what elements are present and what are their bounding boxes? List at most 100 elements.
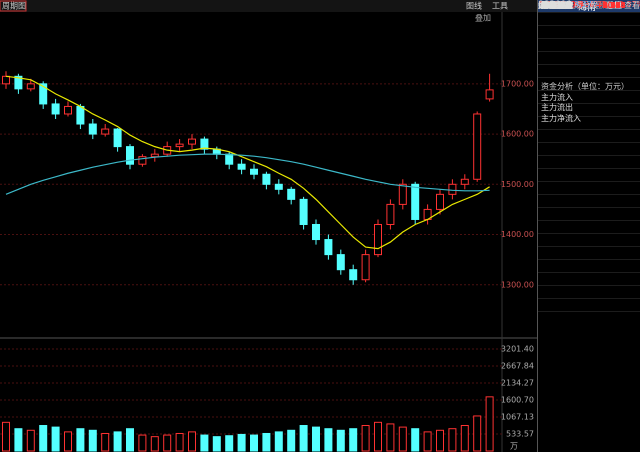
stock-change: +10.04 [596, 1, 626, 10]
stock-change: +1.65 [596, 1, 621, 10]
stock-change: +10.00 [596, 1, 626, 10]
row[interactable]: 海南橡胶 +2.50 [538, 1, 640, 221]
volume-bar [398, 426, 407, 452]
volume-bar [436, 429, 444, 452]
row[interactable]: 海南海药 +10.00 [538, 1, 640, 65]
stock-change: +2.25 [596, 1, 621, 10]
stat-value: 1720.06 [574, 0, 608, 9]
y-tick-label: 2134.27 [501, 379, 534, 388]
stat-label: 最低 [538, 1, 554, 10]
stat-label: 振幅 [538, 1, 554, 10]
volume-bar [150, 436, 159, 452]
code: 882011 [538, 0, 573, 10]
volume-bar [113, 431, 122, 452]
row[interactable]: 凯撒旅业 +3.72 [538, 1, 640, 182]
stock-name: 华闻集团 [541, 1, 573, 10]
stock-name: 国新健康 [541, 1, 573, 10]
pct: +2.87% [612, 0, 640, 9]
row[interactable]: *ST罗顿 +2.16 [538, 1, 640, 260]
row[interactable]: 华闻集团 +10.18 [538, 0, 640, 13]
row[interactable]: 海南高速 +6.22 [538, 1, 640, 91]
candle-body [126, 146, 134, 165]
overlay-item[interactable]: 叠加 [475, 13, 491, 23]
candle-body [448, 183, 457, 195]
ma-line [5, 75, 490, 250]
fund-row: 主力流入 [541, 93, 573, 102]
stock-name: 钧达股份 [541, 1, 573, 10]
stat-label2: 总量 [606, 1, 622, 10]
volume-bar [138, 434, 147, 452]
candle-body [287, 188, 296, 200]
y-tick-label: 1600.70 [501, 396, 534, 405]
stock-name: 大东海A [541, 1, 571, 10]
row[interactable]: 洲际油气 +2.42 [538, 1, 640, 234]
tool-item[interactable]: 图线 [466, 1, 482, 11]
unit-label: 万 [510, 442, 518, 451]
stock-change: +3.72 [596, 1, 621, 10]
y-tick-label: 2667.84 [501, 362, 534, 371]
stock-change: +1.85 [596, 1, 621, 10]
volume-bar [423, 431, 432, 452]
stat-label: 大单净额 [538, 1, 570, 10]
chart-area: 周期图 图线 工具 叠加 1300.00 1400.00 1500.00 1600.0… [0, 0, 537, 452]
candle-body [51, 103, 60, 115]
tool-item[interactable]: 工具 [492, 2, 508, 11]
candle-body [237, 163, 246, 170]
stock-change: +0.77 [596, 1, 621, 10]
volume-bar [51, 426, 60, 452]
row[interactable]: 神农科技 +0.77 [538, 1, 640, 299]
stock-name: *ST海创 [541, 1, 571, 10]
candle-body [411, 183, 420, 220]
candle-body [349, 269, 358, 281]
stock-name: 京粮控股 [541, 1, 573, 10]
stock-name: 览海医疗 [541, 1, 573, 10]
candle-body [138, 156, 147, 165]
stat-label2: 现量 [606, 1, 622, 10]
volume-bar [39, 425, 48, 452]
row[interactable]: 双成药业 +10.07 [538, 1, 640, 26]
row[interactable]: 普利制药 +0.44 [538, 1, 640, 312]
row[interactable]: 国新健康 +5.97 [538, 1, 640, 104]
row[interactable]: 金盘科技 +9.81 [538, 1, 640, 78]
row[interactable]: 览海医疗 +4.70 [538, 1, 640, 130]
volume-bar [274, 431, 283, 452]
toolbar [0, 0, 537, 12]
candle-body [64, 105, 72, 115]
candle-body [473, 113, 482, 180]
stock-name: 普利制药 [541, 1, 573, 10]
stock-name: ST海马 [541, 1, 567, 10]
volume-bar [163, 434, 172, 452]
row[interactable]: 欣龙控股 +4.28 [538, 1, 640, 143]
period-box[interactable] [0, 0, 27, 12]
stock-name: 海汽集团 [541, 1, 573, 10]
y-tick-label: 3201.40 [501, 345, 534, 354]
period-label[interactable]: 周期图 [2, 2, 26, 11]
stock-change: +3.99 [596, 1, 621, 10]
volume-bar [411, 428, 420, 452]
volume-bar [225, 435, 234, 452]
row[interactable]: *ST海创 +1.85 [538, 1, 640, 273]
stock-change: +5.97 [596, 1, 621, 10]
stock-change: +3.45 [596, 1, 621, 10]
row[interactable]: 罗牛山 +3.02 [538, 1, 640, 208]
row[interactable]: 海汽集团 +3.94 [538, 1, 640, 169]
candle-body [436, 193, 444, 210]
fund-title: 资金分析（单位：万元） [541, 82, 629, 91]
row[interactable]: ST海马 +5.10 [538, 1, 640, 117]
stock-change: +10.01 [596, 1, 626, 10]
row[interactable]: 葫芦娃 +10.01 [538, 1, 640, 52]
row[interactable]: 钧达股份 +3.45 [538, 1, 640, 195]
view-link[interactable]: 查看 [624, 1, 640, 10]
row[interactable]: 海德股份 +2.25 [538, 1, 640, 247]
candle-body [324, 239, 333, 256]
candle-body [312, 223, 320, 241]
candle-body [274, 183, 283, 190]
row[interactable]: 大东海A +10.04 [538, 1, 640, 39]
volume-bar [200, 434, 209, 452]
candle-body [299, 198, 308, 225]
candle-body [39, 83, 48, 105]
stock-change: +2.50 [596, 1, 621, 10]
volume-bar [250, 434, 258, 452]
row[interactable]: 海南矿业 +3.99 [538, 1, 640, 156]
row[interactable]: 京粮控股 +1.65 [538, 1, 640, 286]
